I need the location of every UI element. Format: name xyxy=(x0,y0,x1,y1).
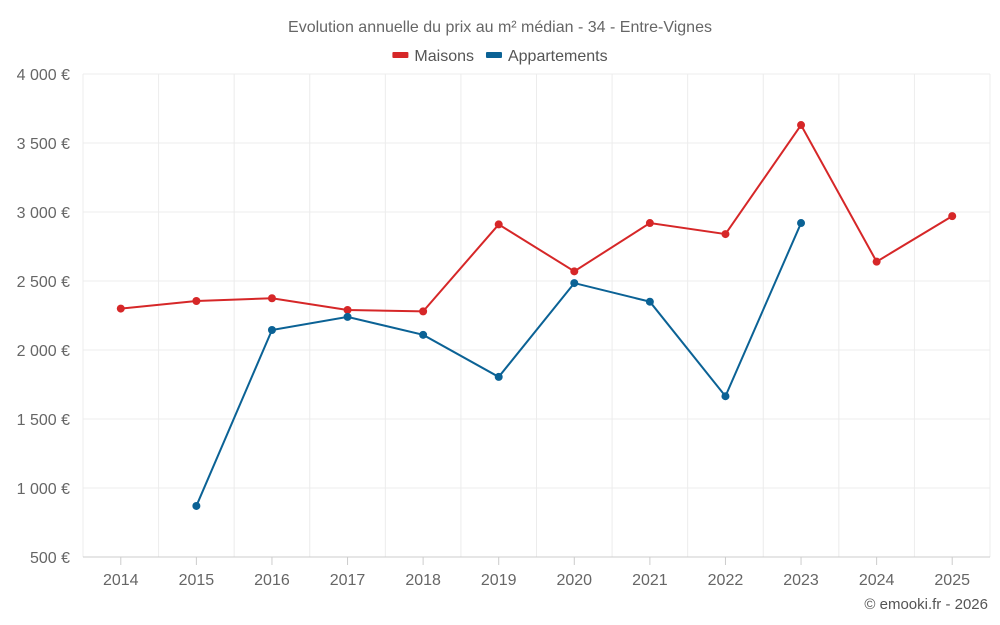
data-point-appartements[interactable] xyxy=(343,312,352,321)
data-point-appartements[interactable] xyxy=(721,392,730,401)
data-point-maisons[interactable] xyxy=(645,219,654,228)
series-line-maisons xyxy=(120,123,953,313)
chart-title: Evolution annuelle du prix au m² médian … xyxy=(288,19,712,36)
series-maisons xyxy=(116,121,957,316)
x-tick-label: 2025 xyxy=(934,572,970,589)
y-axis-ticks: 500 € 1 000 € 1 500 € 2 000 € 2 500 € 3 000 €… xyxy=(17,67,70,567)
y-tick-label: 500 € xyxy=(30,550,70,567)
legend-label: Maisons xyxy=(414,48,474,65)
legend: Maisons Appartements xyxy=(392,48,608,65)
data-point-maisons[interactable] xyxy=(797,121,806,130)
x-tick-label: 2024 xyxy=(859,572,895,589)
series-layer xyxy=(116,121,957,510)
x-tick-label: 2023 xyxy=(783,572,819,589)
y-tick-label: 2 500 € xyxy=(17,274,70,291)
data-point-maisons[interactable] xyxy=(419,307,428,316)
x-axis-ticks: 2014 2015 2016 2017 2018 2019 2020 2021 2022 2023… xyxy=(103,557,970,589)
data-point-appartements[interactable] xyxy=(192,501,201,510)
data-point-appartements[interactable] xyxy=(797,219,806,228)
x-tick-label: 2016 xyxy=(254,572,290,589)
data-point-maisons[interactable] xyxy=(494,220,503,229)
data-point-maisons[interactable] xyxy=(267,294,276,303)
credit-text: © emooki.fr - 2026 xyxy=(864,596,988,613)
data-point-maisons[interactable] xyxy=(343,305,352,314)
data-point-appartements[interactable] xyxy=(419,330,428,339)
legend-item-appartements[interactable]: Appartements xyxy=(485,48,608,65)
legend-swatch xyxy=(485,52,502,58)
x-gridlines xyxy=(82,74,991,557)
series-line-appartements xyxy=(195,222,802,507)
x-tick-label: 2014 xyxy=(103,572,139,589)
data-point-appartements[interactable] xyxy=(570,279,579,288)
x-tick-label: 2019 xyxy=(481,572,517,589)
legend-item-maisons[interactable]: Maisons xyxy=(392,48,474,65)
legend-label: Appartements xyxy=(508,48,608,65)
data-point-maisons[interactable] xyxy=(872,257,881,266)
data-point-maisons[interactable] xyxy=(192,297,201,306)
y-tick-label: 3 000 € xyxy=(17,205,70,222)
data-point-appartements[interactable] xyxy=(267,325,276,334)
x-tick-label: 2022 xyxy=(708,572,744,589)
data-point-appartements[interactable] xyxy=(494,372,503,381)
legend-swatch xyxy=(392,52,409,58)
y-tick-label: 3 500 € xyxy=(17,136,70,153)
x-tick-label: 2017 xyxy=(330,572,366,589)
x-tick-label: 2015 xyxy=(179,572,215,589)
series-appartements xyxy=(192,219,806,510)
x-tick-label: 2021 xyxy=(632,572,668,589)
data-point-maisons[interactable] xyxy=(116,304,125,313)
data-point-appartements[interactable] xyxy=(645,297,654,306)
x-tick-label: 2020 xyxy=(556,572,592,589)
y-tick-label: 1 500 € xyxy=(17,412,70,429)
x-tick-label: 2018 xyxy=(405,572,441,589)
data-point-maisons[interactable] xyxy=(721,230,730,239)
data-point-maisons[interactable] xyxy=(948,212,957,221)
y-tick-label: 4 000 € xyxy=(17,67,70,84)
y-tick-label: 2 000 € xyxy=(17,343,70,360)
y-tick-label: 1 000 € xyxy=(17,481,70,498)
data-point-maisons[interactable] xyxy=(570,267,579,276)
